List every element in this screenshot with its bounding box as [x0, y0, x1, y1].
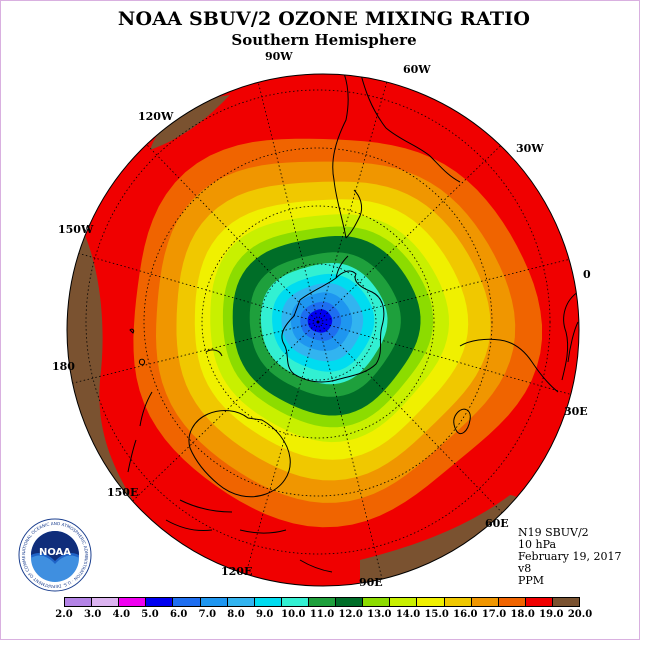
lon-label-150w: 150W	[58, 223, 94, 236]
lon-label-90w: 90W	[265, 50, 293, 63]
legend-swatch	[119, 598, 147, 606]
lon-label-180: 180	[52, 360, 75, 373]
legend-tick-label: 20.0	[567, 609, 593, 620]
meridian-line	[67, 233, 319, 323]
legend-tick-label: 17.0	[481, 609, 507, 620]
contour-band	[150, 95, 230, 150]
legend-swatch	[552, 598, 580, 606]
legend-swatch	[254, 598, 282, 606]
meridian-line	[67, 321, 319, 400]
lon-label-60w: 60W	[403, 63, 431, 76]
legend-swatch	[471, 598, 499, 606]
legend-swatch	[308, 598, 337, 606]
legend-swatch	[390, 598, 418, 606]
legend-swatch	[92, 598, 120, 606]
legend-tick-label: 6.0	[169, 609, 188, 620]
legend-swatch	[200, 598, 228, 606]
meridian-line	[317, 99, 549, 323]
legend-swatch	[281, 598, 309, 606]
legend-swatch	[65, 598, 93, 606]
meridian-line	[240, 74, 319, 323]
color-legend	[64, 597, 580, 607]
coastline	[188, 410, 291, 498]
latitude-circle	[85, 89, 551, 555]
meridian-line	[229, 321, 319, 586]
legend-ticks: 2.0 3.0 4.0 5.0 6.0 7.0 8.0 9.0 10.0 11.0 12.0 13.0…	[0, 609, 648, 623]
legend-tick-label: 19.0	[539, 609, 564, 620]
legend-swatch	[363, 598, 391, 606]
legend-swatch	[498, 598, 526, 606]
legend-tick-label: 5.0	[141, 609, 159, 620]
lon-label-30e: 30E	[564, 405, 588, 418]
graticule-layer	[67, 74, 579, 586]
info-date: February 19, 2017	[518, 550, 622, 563]
legend-swatch	[336, 598, 364, 606]
info-block: N19 SBUV/2 10 hPa February 19, 2017 v8 P…	[518, 527, 621, 587]
coastline	[459, 338, 559, 393]
coastline	[139, 358, 145, 366]
legend-tick-label: 11.0	[309, 609, 335, 620]
meridian-line	[87, 321, 319, 545]
coastline	[335, 255, 349, 279]
latitude-circle	[143, 147, 493, 497]
lon-label-90e: 90E	[359, 576, 383, 589]
page-title: NOAA SBUV/2 OZONE MIXING RATIO	[117, 8, 531, 30]
legend-tick-label: 3.0	[83, 609, 102, 620]
logo-text: NOAA	[39, 547, 71, 558]
lon-label-120w: 120W	[138, 110, 174, 123]
legend-swatch	[146, 598, 174, 606]
meridian-line	[317, 321, 541, 553]
legend-tick-label: 2.0	[55, 609, 73, 620]
info-version: v8	[518, 562, 532, 575]
coastline	[281, 270, 385, 383]
contour-band	[307, 309, 333, 333]
lon-label-0: 0	[583, 268, 591, 281]
coastline	[127, 391, 153, 473]
legend-tick-label: 18.0	[510, 609, 535, 620]
page-subtitle: Southern Hemisphere	[231, 31, 417, 49]
map-boundary	[66, 73, 580, 587]
coastline	[129, 328, 135, 334]
legend-tick-label: 16.0	[453, 609, 478, 620]
coastline	[345, 189, 363, 239]
lon-label-60e: 60E	[485, 517, 509, 530]
meridian-line	[317, 244, 579, 323]
coastline	[561, 291, 579, 381]
legend-tick-label: 13.0	[367, 609, 392, 620]
legend-swatch	[227, 598, 255, 606]
latitude-circle	[201, 205, 435, 439]
lon-label-150e: 150E	[107, 486, 139, 499]
meridian-line	[317, 74, 407, 323]
legend-tick-label: 14.0	[395, 609, 421, 620]
legend-tick-label: 10.0	[281, 609, 306, 620]
legend-tick-label: 9.0	[255, 609, 274, 620]
legend-swatch	[173, 598, 201, 606]
coastline	[165, 499, 333, 573]
meridian-line	[317, 321, 396, 586]
info-satellite: N19 SBUV/2	[518, 526, 589, 539]
noaa-logo-icon: NATIONAL OCEANIC AND ATMOSPHERIC ADMINIS…	[18, 518, 92, 592]
meridian-line	[317, 321, 579, 411]
lon-label-30w: 30W	[516, 142, 544, 155]
legend-swatch	[525, 598, 553, 606]
meridian-line	[95, 91, 319, 323]
legend-tick-label: 4.0	[112, 609, 131, 620]
legend-tick-label: 7.0	[198, 609, 217, 620]
latitude-circle	[259, 263, 377, 381]
legend-swatch	[417, 598, 445, 606]
coastline-layer	[127, 74, 579, 573]
info-units: PPM	[518, 574, 545, 587]
info-level: 10 hPa	[518, 538, 557, 551]
coastline	[205, 349, 223, 357]
lon-label-120e: 120E	[221, 565, 253, 578]
legend-tick-label: 8.0	[227, 609, 245, 620]
legend-swatch	[444, 598, 472, 606]
legend-tick-label: 12.0	[338, 609, 363, 620]
legend-tick-label: 15.0	[424, 609, 449, 620]
coastline	[332, 74, 461, 239]
coastline	[453, 408, 471, 435]
